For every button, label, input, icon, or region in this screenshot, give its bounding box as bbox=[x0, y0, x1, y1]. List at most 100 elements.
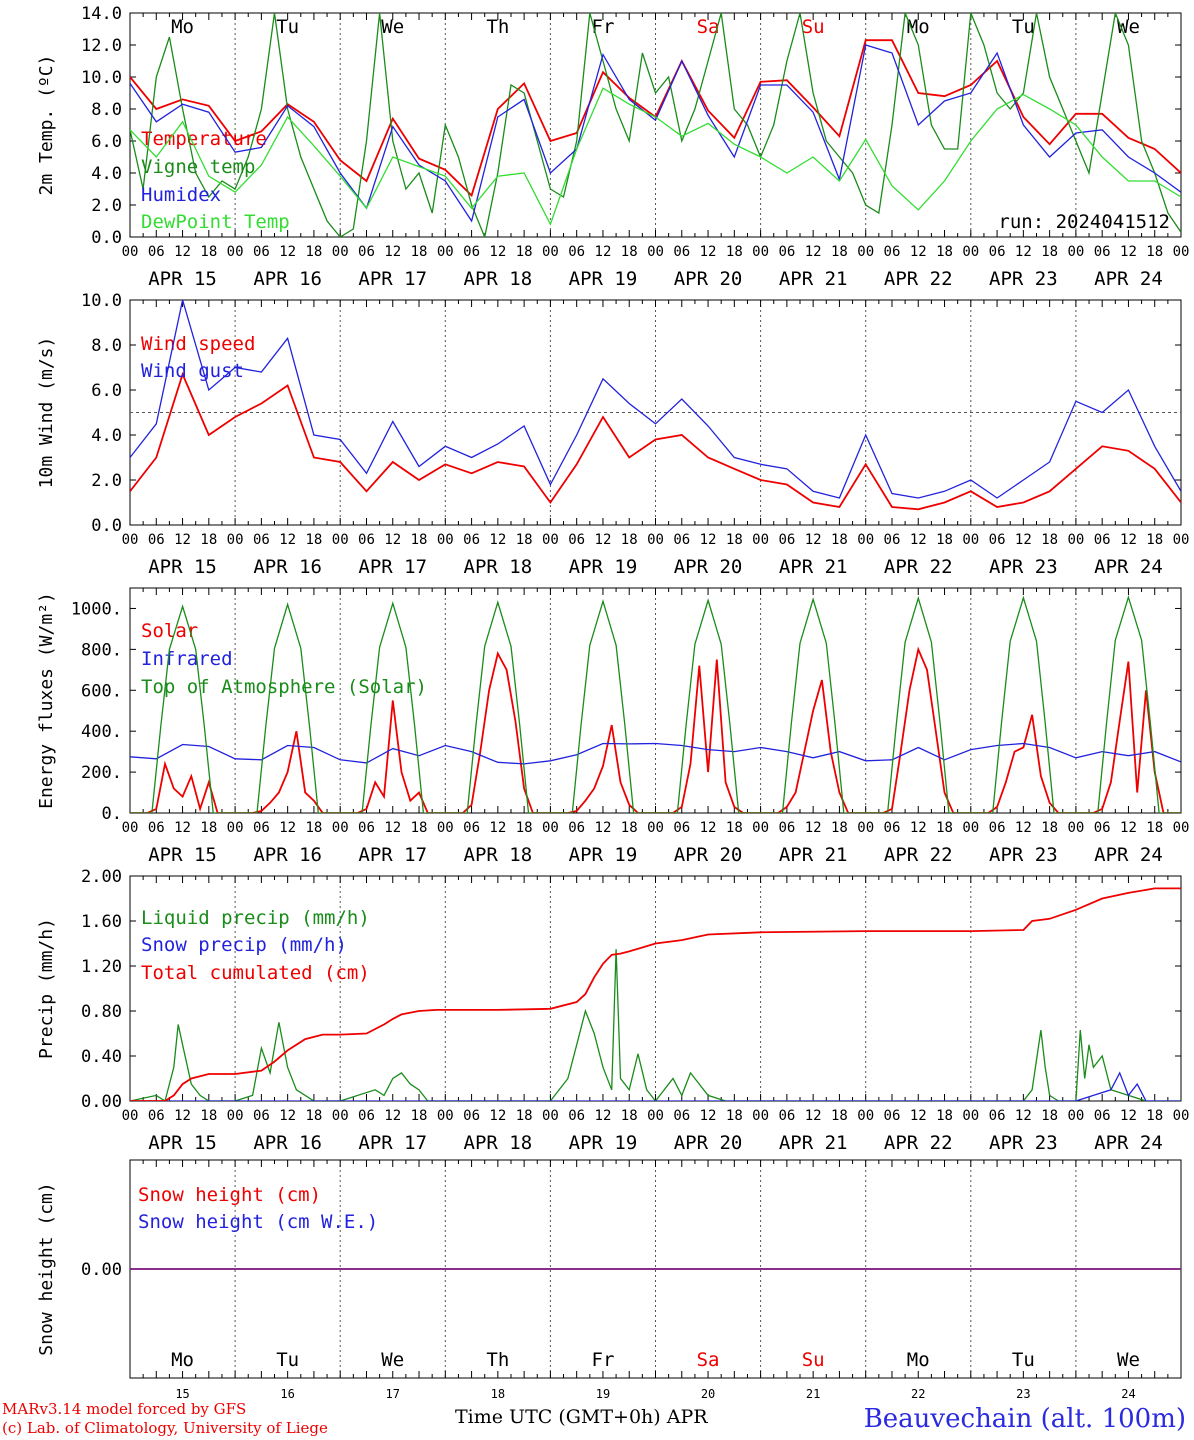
hour-tick-label: 18 bbox=[936, 532, 953, 548]
hour-tick-label: 12 bbox=[174, 244, 191, 260]
hour-tick-label: 06 bbox=[253, 244, 270, 260]
hour-tick-label: 18 bbox=[1146, 532, 1163, 548]
hour-tick-label: 18 bbox=[726, 1108, 743, 1124]
hour-tick-label: 00 bbox=[122, 244, 139, 260]
day-label: APR 15 bbox=[148, 1132, 217, 1154]
legend-solar: Solar bbox=[141, 620, 198, 642]
hour-tick-label: 06 bbox=[989, 1108, 1006, 1124]
hour-tick-label: 06 bbox=[778, 244, 795, 260]
hour-tick-label: 00 bbox=[437, 532, 454, 548]
hour-tick-label: 06 bbox=[148, 244, 165, 260]
hour-tick-label: 00 bbox=[542, 820, 559, 836]
hour-tick-label: 00 bbox=[122, 1108, 139, 1124]
y-tick-label: 10.0 bbox=[81, 68, 122, 88]
weekday-label: We bbox=[381, 16, 404, 38]
y-tick-label: 0.80 bbox=[81, 1002, 122, 1022]
day-label: APR 20 bbox=[674, 268, 743, 290]
legend-liquid-precip-mm-h: Liquid precip (mm/h) bbox=[141, 907, 370, 929]
hour-tick-label: 06 bbox=[778, 820, 795, 836]
hour-tick-label: 06 bbox=[673, 1108, 690, 1124]
day-label: APR 18 bbox=[464, 1132, 533, 1154]
weekday-label: We bbox=[1117, 1349, 1140, 1371]
hour-tick-label: 12 bbox=[1120, 532, 1137, 548]
day-label: APR 21 bbox=[779, 556, 848, 578]
hour-tick-label: 18 bbox=[831, 244, 848, 260]
day-label: APR 23 bbox=[989, 268, 1058, 290]
day-label: APR 18 bbox=[464, 268, 533, 290]
hour-tick-label: 18 bbox=[516, 820, 533, 836]
hour-tick-label: 00 bbox=[227, 532, 244, 548]
y-tick-label: 12.0 bbox=[81, 36, 122, 56]
hour-tick-label: 00 bbox=[752, 244, 769, 260]
hour-tick-label: 12 bbox=[910, 244, 927, 260]
hour-tick-label: 18 bbox=[305, 1108, 322, 1124]
hour-tick-label: 00 bbox=[122, 532, 139, 548]
weekday-label: We bbox=[381, 1349, 404, 1371]
y-tick-label: 0.0 bbox=[91, 228, 122, 248]
weekday-label: Su bbox=[802, 16, 825, 38]
hour-tick-label: 12 bbox=[595, 244, 612, 260]
legend-temperature: Temperature bbox=[141, 128, 267, 150]
hour-tick-label: 00 bbox=[437, 820, 454, 836]
hour-tick-label: 00 bbox=[962, 1108, 979, 1124]
hour-tick-label: 18 bbox=[516, 532, 533, 548]
hour-tick-label: 00 bbox=[752, 532, 769, 548]
y-tick-label: 1.60 bbox=[81, 912, 122, 932]
hour-tick-label: 06 bbox=[148, 820, 165, 836]
time-axis-label: Time UTC (GMT+0h) APR bbox=[455, 1406, 708, 1428]
day-label: APR 17 bbox=[358, 268, 427, 290]
day-number-label: 19 bbox=[596, 1387, 610, 1401]
series-line-snow-precip-mm-h bbox=[130, 1071, 1181, 1101]
y-tick-label: 0.40 bbox=[81, 1047, 122, 1067]
y-tick-label: 6.0 bbox=[91, 381, 122, 401]
weekday-label: Sa bbox=[697, 1349, 720, 1371]
hour-tick-label: 12 bbox=[1120, 244, 1137, 260]
legend-snow-precip-mm-h: Snow precip (mm/h) bbox=[141, 934, 347, 956]
hour-tick-label: 18 bbox=[621, 820, 638, 836]
legend-wind-gust: Wind gust bbox=[141, 360, 244, 382]
hour-tick-label: 18 bbox=[516, 244, 533, 260]
weekday-label: Tu bbox=[1012, 16, 1035, 38]
hour-tick-label: 18 bbox=[1146, 244, 1163, 260]
day-number-label: 22 bbox=[911, 1387, 925, 1401]
y-tick-label: 6.0 bbox=[91, 132, 122, 152]
day-label: APR 20 bbox=[674, 1132, 743, 1154]
hour-tick-label: 12 bbox=[910, 820, 927, 836]
y-tick-label: 0. bbox=[102, 804, 122, 824]
hour-tick-label: 00 bbox=[332, 1108, 349, 1124]
hour-tick-label: 00 bbox=[542, 1108, 559, 1124]
legend-total-cumulated-cm: Total cumulated (cm) bbox=[141, 962, 370, 984]
day-label: APR 23 bbox=[989, 1132, 1058, 1154]
hour-tick-label: 00 bbox=[122, 820, 139, 836]
day-label: APR 23 bbox=[989, 556, 1058, 578]
hour-tick-label: 00 bbox=[227, 1108, 244, 1124]
y-tick-label: 2.0 bbox=[91, 196, 122, 216]
hour-tick-label: 12 bbox=[279, 820, 296, 836]
hour-tick-label: 12 bbox=[805, 532, 822, 548]
weekday-label: Mo bbox=[171, 16, 194, 38]
day-label: APR 16 bbox=[253, 844, 322, 866]
hour-tick-label: 06 bbox=[673, 244, 690, 260]
hour-tick-label: 18 bbox=[200, 244, 217, 260]
hour-tick-label: 00 bbox=[332, 532, 349, 548]
day-label: APR 22 bbox=[884, 556, 953, 578]
hour-tick-label: 06 bbox=[358, 820, 375, 836]
hour-tick-label: 18 bbox=[411, 820, 428, 836]
hour-tick-label: 12 bbox=[489, 820, 506, 836]
hour-tick-label: 12 bbox=[595, 532, 612, 548]
day-number-label: 23 bbox=[1016, 1387, 1030, 1401]
hour-tick-label: 06 bbox=[1094, 244, 1111, 260]
hour-tick-label: 00 bbox=[857, 244, 874, 260]
hour-tick-label: 06 bbox=[884, 1108, 901, 1124]
hour-tick-label: 00 bbox=[1067, 1108, 1084, 1124]
hour-tick-label: 00 bbox=[1067, 820, 1084, 836]
hour-tick-label: 06 bbox=[1094, 1108, 1111, 1124]
hour-tick-label: 00 bbox=[1173, 244, 1190, 260]
weekday-label: Su bbox=[802, 1349, 825, 1371]
day-label: APR 24 bbox=[1094, 268, 1163, 290]
y-tick-label: 0.00 bbox=[81, 1092, 122, 1112]
hour-tick-label: 06 bbox=[568, 244, 585, 260]
hour-tick-label: 06 bbox=[989, 532, 1006, 548]
y-tick-label: 14.0 bbox=[81, 4, 122, 24]
hour-tick-label: 18 bbox=[1041, 1108, 1058, 1124]
